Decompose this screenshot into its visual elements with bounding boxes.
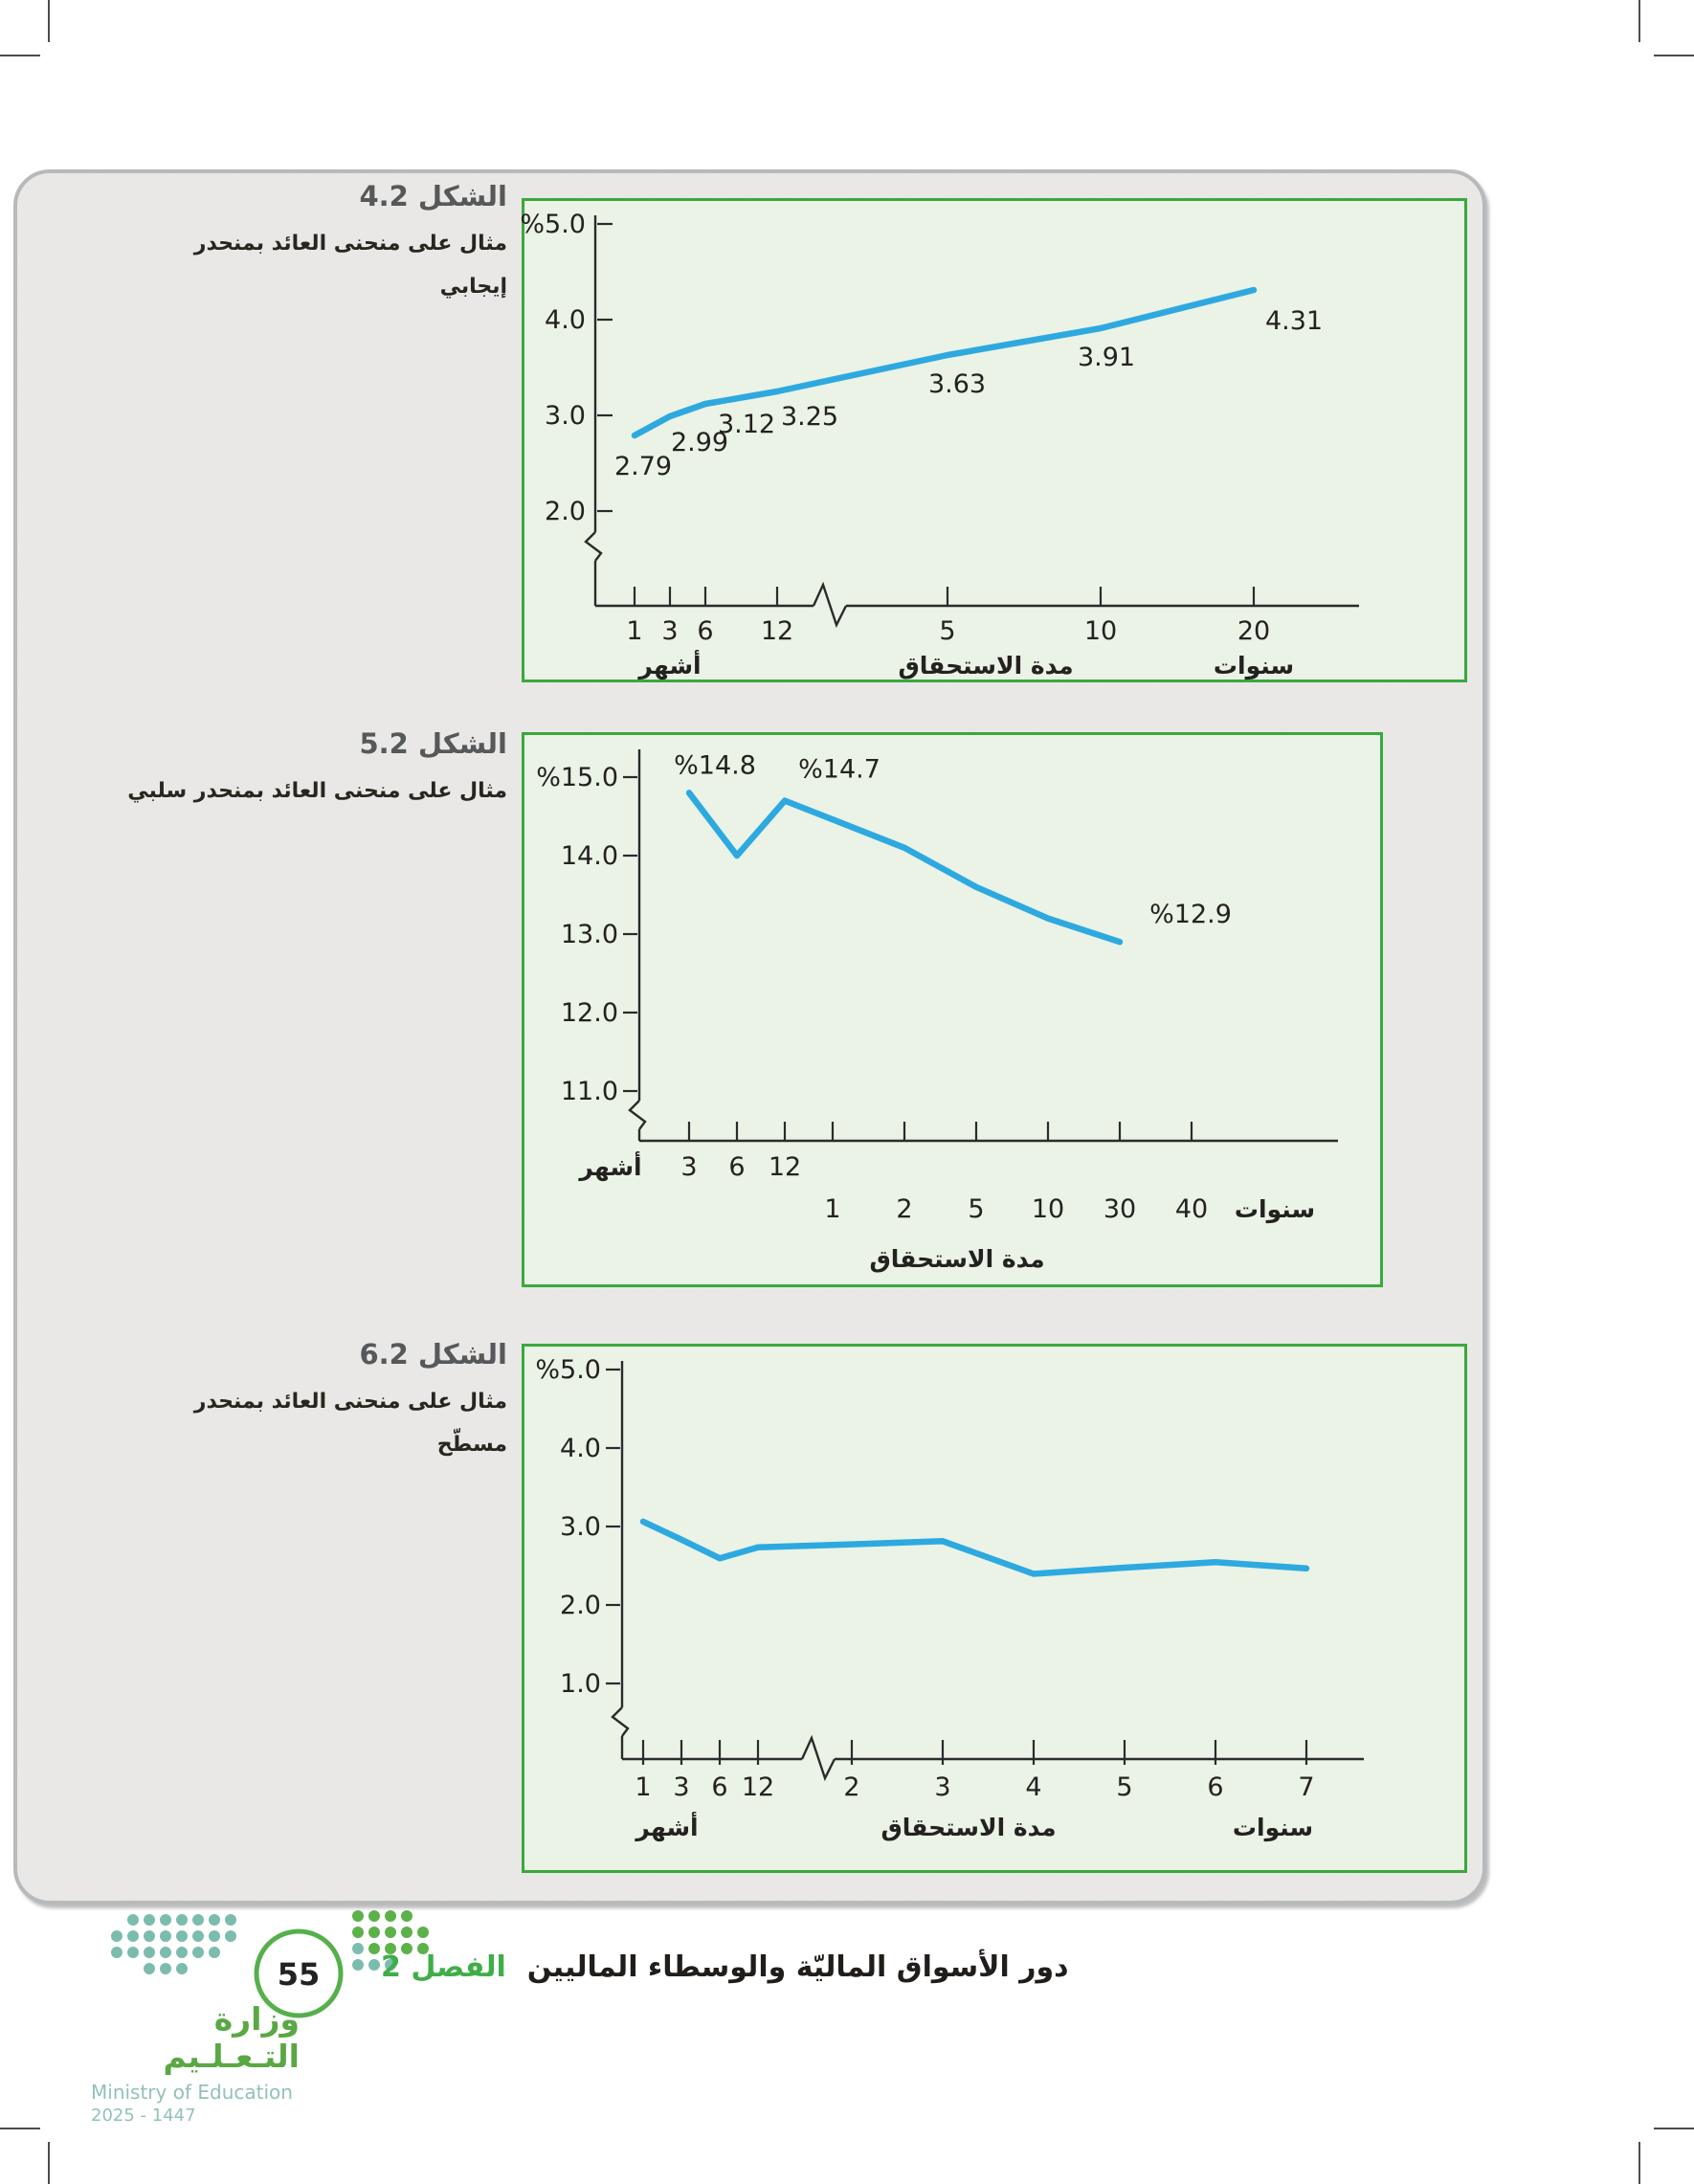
crop-mark-bottom-right-h [1654, 2128, 1694, 2129]
chart-panel-5-2 [522, 732, 1383, 1287]
figure-6-2-label: الشكل 6.2 مثال على منحنى العائد بمنحدر م… [86, 1338, 507, 1466]
crop-mark-top-right-v [1638, 0, 1640, 42]
chart-panel-6-2 [522, 1344, 1467, 1873]
figure-subtitle-line: إيجابي [439, 275, 507, 299]
crop-mark-bottom-left-h [0, 2128, 40, 2129]
crop-mark-bottom-left-v [48, 2142, 50, 2184]
crop-mark-bottom-right-v [1638, 2142, 1640, 2184]
chart-panel-4-2 [522, 198, 1467, 682]
chapter-title: دور الأسواق الماليّة والوسطاء الماليين [526, 1950, 1069, 1984]
figure-subtitle-line: مثال على منحنى العائد بمنحدر [193, 1390, 507, 1414]
figure-5-2-label: الشكل 5.2 مثال على منحنى العائد بمنحدر س… [86, 727, 507, 813]
ministry-logo-english: Ministry of Education [91, 2081, 293, 2104]
figure-title: الشكل 6.2 [359, 1338, 507, 1371]
figure-title: الشكل 5.2 [359, 727, 507, 760]
crop-mark-top-right-h [1654, 55, 1694, 56]
figure-title: الشكل 4.2 [359, 180, 507, 212]
crop-mark-top-left-h [0, 55, 40, 56]
ministry-logo: وزارة التـعـلـيم Ministry of Education 2… [91, 2000, 300, 2126]
figure-4-2-label: الشكل 4.2 مثال على منحنى العائد بمنحدر إ… [86, 180, 507, 308]
chapter-badge: الفصل 2 [381, 1950, 506, 1984]
ministry-logo-arabic: وزارة التـعـلـيم [163, 2000, 300, 2075]
figure-subtitle-line: مسطّح [436, 1433, 507, 1457]
ministry-logo-years: 2025 - 1447 [91, 2106, 196, 2126]
footer-chapter-line: الفصل 2 دور الأسواق الماليّة والوسطاء ال… [381, 1950, 1069, 1984]
figure-subtitle-line: مثال على منحنى العائد بمنحدر سلبي [127, 779, 507, 803]
crop-mark-top-left-v [48, 0, 50, 42]
page-number: 55 [278, 1956, 321, 1993]
figure-subtitle-line: مثال على منحنى العائد بمنحدر [193, 232, 507, 256]
